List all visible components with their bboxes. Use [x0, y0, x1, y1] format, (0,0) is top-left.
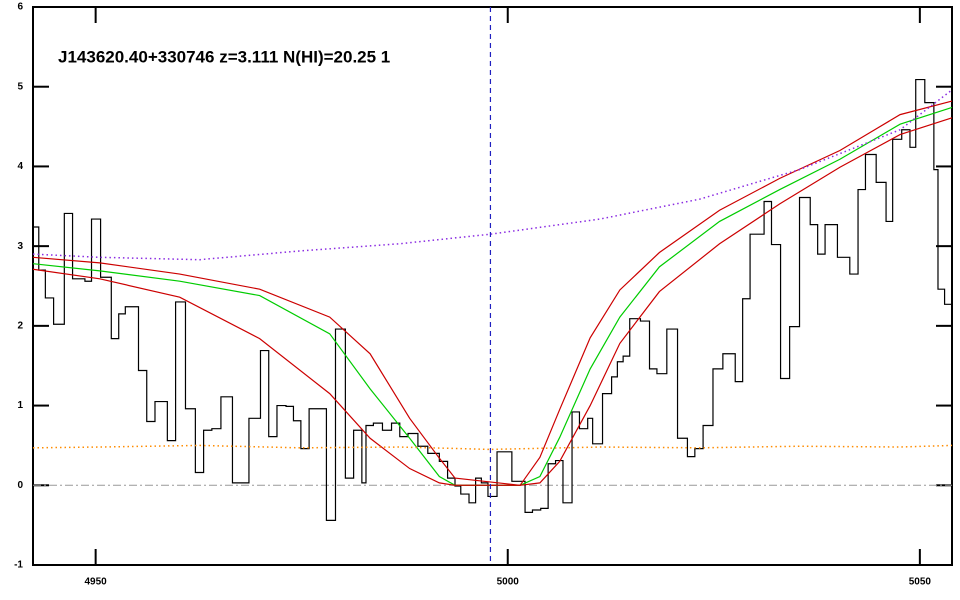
x-tick-label: 4950	[85, 577, 108, 588]
model-line	[32, 89, 953, 261]
model-line	[32, 100, 953, 486]
model-line	[32, 106, 953, 486]
flux-step	[33, 78, 952, 521]
x-tick-label: 5050	[909, 577, 932, 588]
y-tick-label: -1	[14, 560, 23, 571]
annotation: J143620.40+330746 z=3.111 N(HI)=20.25 1	[58, 47, 390, 66]
y-tick-label: 6	[17, 2, 23, 13]
model-line	[32, 444, 953, 451]
y-tick-label: 3	[17, 241, 23, 252]
model-line	[32, 117, 953, 486]
x-tick-label: 5000	[497, 577, 520, 588]
y-tick-label: 4	[17, 161, 23, 172]
y-tick-label: 2	[17, 320, 23, 331]
plot-frame	[32, 6, 953, 566]
y-tick-label: 5	[17, 81, 23, 92]
y-tick-label: 1	[17, 400, 23, 411]
y-tick-label: 0	[17, 480, 23, 491]
